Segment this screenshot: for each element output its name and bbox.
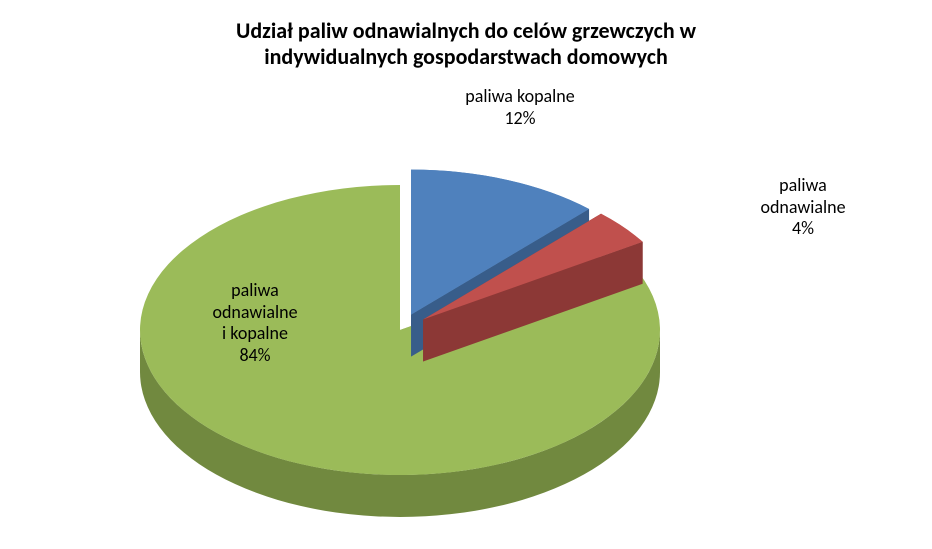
label-slice-1: paliwaodnawialne4% xyxy=(723,175,883,240)
pie-chart-container: Udział paliw odnawialnych do celów grzew… xyxy=(0,0,932,549)
label-slice-2: paliwaodnawialnei kopalne84% xyxy=(165,280,345,366)
label-slice-0: paliwa kopalne12% xyxy=(410,86,630,129)
pie-chart-svg xyxy=(0,0,932,549)
